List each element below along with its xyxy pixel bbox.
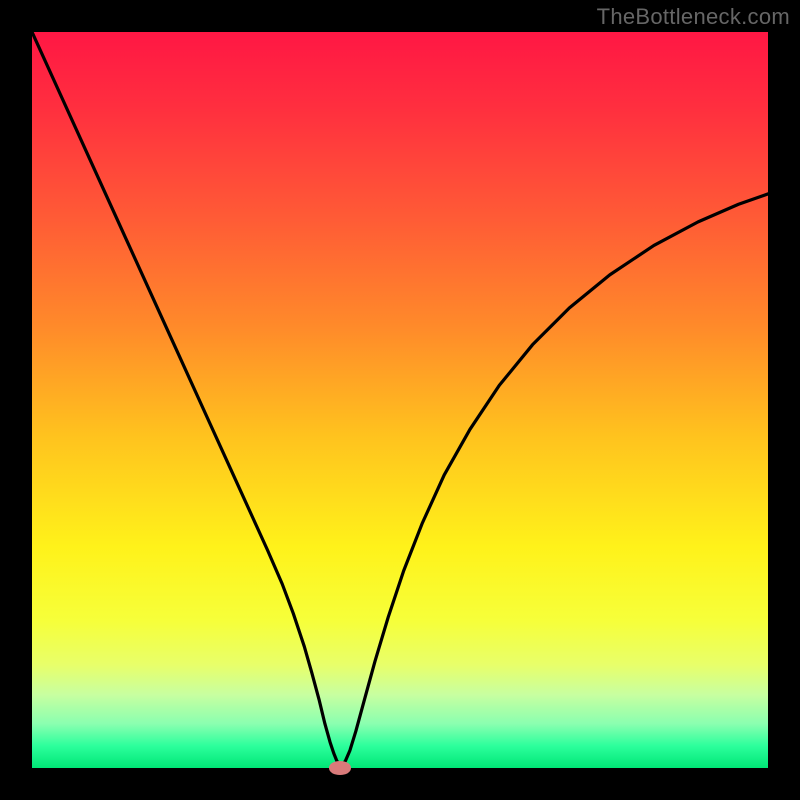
watermark-text: TheBottleneck.com — [597, 4, 790, 30]
bottleneck-curve — [32, 32, 768, 768]
chart-container: TheBottleneck.com — [0, 0, 800, 800]
plot-area — [32, 32, 768, 768]
minimum-marker-dot — [329, 761, 351, 774]
